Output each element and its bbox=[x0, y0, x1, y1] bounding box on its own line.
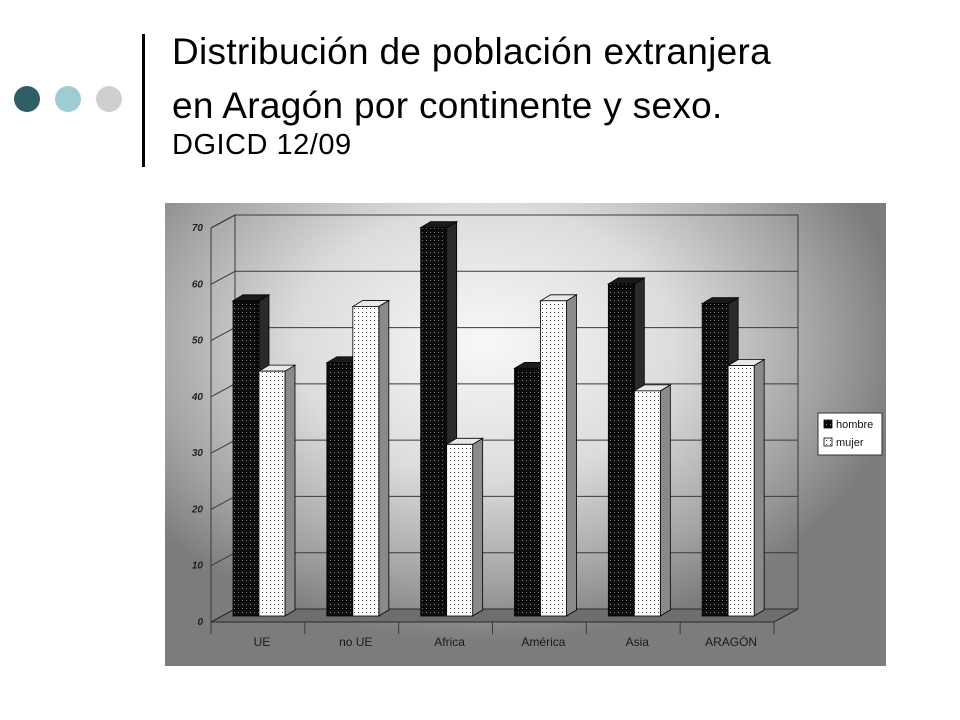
y-tick-label: 10 bbox=[192, 561, 204, 572]
legend-label: mujer bbox=[836, 437, 864, 449]
y-tick-label: 20 bbox=[191, 504, 204, 515]
y-tick-label: 40 bbox=[191, 392, 204, 403]
gridline-side bbox=[210, 439, 236, 454]
chart-area: 0 10 20 30 40 50 60 70 UE no UE Africa América Asia… bbox=[165, 203, 886, 666]
bar-mujer bbox=[632, 384, 672, 617]
bullet-dots bbox=[14, 86, 124, 114]
bar-front bbox=[326, 362, 354, 617]
bar-mujer bbox=[539, 294, 578, 617]
bar-front bbox=[232, 300, 260, 617]
x-category-label: ARAGÓN bbox=[705, 634, 757, 649]
y-tick-label: 30 bbox=[192, 448, 204, 459]
y-tick-label: 0 bbox=[197, 617, 203, 628]
legend-label: hombre bbox=[836, 419, 873, 431]
gridline-side bbox=[210, 552, 236, 567]
bar-front bbox=[607, 283, 635, 617]
bar-front bbox=[540, 300, 567, 617]
bar-front bbox=[446, 443, 474, 617]
gridline-side bbox=[210, 495, 236, 510]
chart-side-wall bbox=[210, 214, 236, 623]
bar-side bbox=[659, 384, 671, 617]
y-tick-label: 60 bbox=[192, 279, 204, 290]
y-tick-label: 70 bbox=[192, 223, 204, 234]
bar-mujer bbox=[445, 437, 485, 617]
x-category-label: Asia bbox=[626, 635, 650, 649]
bar-chart: 0 10 20 30 40 50 60 70 UE no UE Africa América Asia… bbox=[191, 214, 883, 649]
bullet-dot-teal bbox=[55, 86, 81, 112]
bullet-dot-gray bbox=[96, 86, 122, 112]
x-category-label: UE bbox=[254, 635, 271, 649]
title-line-1: Distribución de población extranjera bbox=[172, 31, 772, 72]
bar-mujer bbox=[257, 364, 297, 617]
bar-side bbox=[472, 437, 484, 617]
legend-swatch bbox=[823, 419, 833, 429]
bar-front bbox=[701, 303, 729, 617]
bullet-dot-dark bbox=[14, 86, 40, 112]
x-category-label: Africa bbox=[434, 635, 465, 649]
x-category-label: no UE bbox=[339, 635, 372, 649]
bar-side bbox=[566, 294, 577, 617]
bar-side bbox=[284, 364, 296, 617]
bar-mujer bbox=[726, 358, 766, 617]
legend-swatch bbox=[823, 437, 833, 447]
bar-side bbox=[378, 299, 390, 617]
title-divider bbox=[142, 34, 145, 167]
bar-front bbox=[633, 390, 661, 617]
gridline-side bbox=[210, 214, 236, 229]
bar-front bbox=[352, 306, 380, 617]
bar-front bbox=[420, 227, 448, 617]
bar-front bbox=[514, 367, 541, 617]
bar-front bbox=[258, 370, 286, 617]
slide-title: Distribución de población extranjera en … bbox=[172, 28, 932, 162]
x-category-label: América bbox=[521, 635, 565, 649]
title-line-2: en Aragón por continente y sexo. bbox=[172, 85, 723, 126]
gridline-side bbox=[210, 270, 236, 285]
bar-side bbox=[753, 358, 765, 617]
bar-front bbox=[727, 365, 755, 617]
gridline-side bbox=[210, 383, 236, 398]
y-tick-label: 50 bbox=[192, 336, 204, 347]
title-line-3: DGICD 12/09 bbox=[172, 129, 352, 161]
gridline-side bbox=[210, 327, 236, 342]
bar-mujer bbox=[351, 299, 391, 617]
